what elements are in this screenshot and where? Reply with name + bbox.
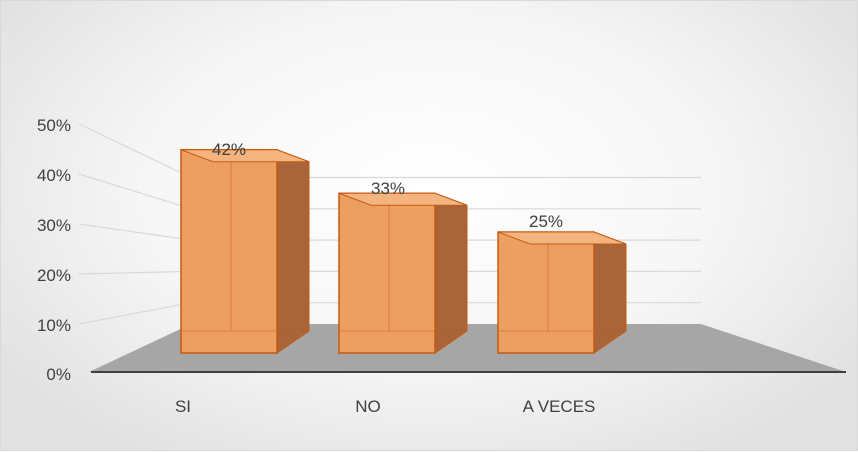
y-tick-label: 30% <box>37 216 71 235</box>
data-labels: 42% 33% 25% <box>212 140 563 231</box>
x-axis-category-labels: SI NO A VECES <box>175 397 595 416</box>
y-axis-tick-labels: 0% 10% 20% 30% 40% 50% <box>37 116 71 384</box>
bar-a-veces <box>497 231 627 354</box>
bars <box>180 148 627 354</box>
data-label: 25% <box>529 212 563 231</box>
y-tick-label: 50% <box>37 116 71 135</box>
y-tick-label: 20% <box>37 266 71 285</box>
gridline-left <box>78 223 192 241</box>
bar-no <box>338 192 468 354</box>
y-tick-label: 0% <box>46 365 71 384</box>
bar-si <box>180 148 310 354</box>
data-label: 42% <box>212 140 246 159</box>
gridline-left <box>78 123 192 179</box>
gridline-left <box>78 270 192 275</box>
x-category-label: SI <box>175 397 191 416</box>
x-category-label: A VECES <box>523 397 596 416</box>
x-category-label: NO <box>355 397 381 416</box>
y-tick-label: 40% <box>37 166 71 185</box>
y-tick-label: 10% <box>37 316 71 335</box>
gridline-left <box>78 173 192 210</box>
gridline-left <box>78 302 192 325</box>
data-label: 33% <box>371 179 405 198</box>
